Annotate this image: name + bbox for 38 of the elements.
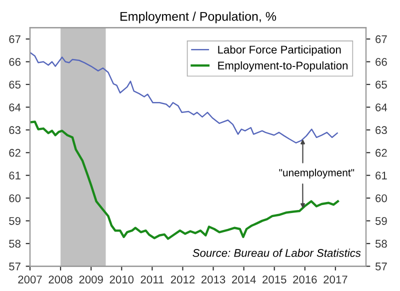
y2-tick-label: 59 (375, 217, 387, 225)
y2-tick-label: 66 (376, 58, 387, 66)
y2-tick-label: 65 (376, 80, 387, 89)
x-tick-label: 2008 (48, 276, 72, 284)
y-tick-label: 65 (9, 80, 21, 89)
y2-tick-label: 67 (376, 35, 387, 44)
legend-label: Labor Force Participation (218, 45, 341, 56)
y-tick-label: 59 (9, 217, 20, 225)
x-tick-label: 2013 (201, 276, 226, 284)
x-tick-label: 2010 (110, 276, 134, 284)
y2-tick-label: 63 (376, 126, 387, 134)
y2-tick-label: 62 (376, 148, 387, 157)
y-tick-label: 62 (9, 148, 20, 157)
x-tick-label: 2015 (262, 276, 286, 284)
y-tick-label: 67 (9, 35, 20, 44)
y2-tick-label: 57 (375, 262, 387, 270)
x-tick-label: 2014 (232, 276, 256, 284)
y2-tick-label: 58 (375, 240, 387, 248)
y-tick-label: 61 (9, 172, 20, 180)
x-tick-label: 2009 (79, 276, 103, 284)
x-tick-label: 2012 (170, 276, 195, 284)
y-tick-label: 60 (9, 194, 21, 202)
x-tick-label: 2016 (293, 276, 317, 284)
y-tick-label: 63 (9, 126, 20, 134)
legend-label: Employment-to-Population (218, 61, 348, 72)
y-tick-label: 58 (9, 240, 20, 248)
x-tick-label: 2011 (140, 276, 164, 284)
y2-tick-label: 64 (376, 103, 388, 112)
y-tick-label: 64 (9, 103, 21, 112)
chart-title: Employment / Population, % (120, 12, 276, 24)
y-tick-label: 57 (9, 262, 20, 270)
annotation: "unemployment" (279, 168, 354, 178)
y2-tick-label: 61 (376, 172, 387, 180)
y2-tick-label: 60 (376, 194, 387, 202)
annotation: Source: Bureau of Labor Statistics (192, 248, 361, 257)
y-tick-label: 66 (9, 58, 20, 66)
x-tick-label: 2017 (324, 276, 348, 284)
x-tick-label: 2007 (18, 276, 42, 284)
